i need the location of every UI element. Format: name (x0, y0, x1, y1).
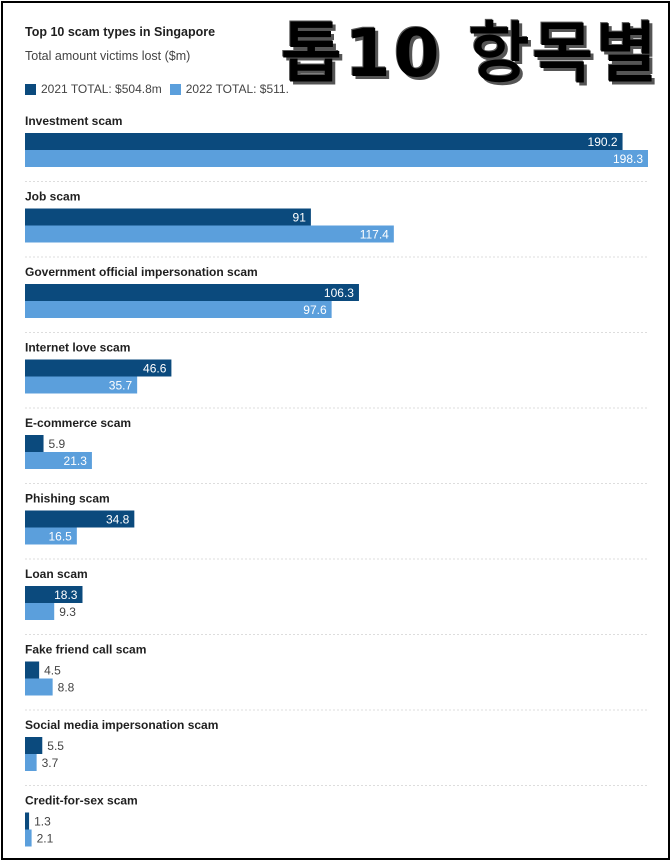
value-label-2021-e-commerce-scam: 5.9 (49, 437, 66, 451)
bar-2021-e-commerce-scam (25, 435, 44, 452)
bar-2021-job-scam (25, 208, 311, 226)
category-label-credit-for-sex-scam: Credit-for-sex scam (25, 794, 138, 808)
bar-2021-phishing-scam (25, 510, 135, 528)
chart-title: Top 10 scam types in Singapore (25, 25, 216, 39)
value-label-2021-government-official-impersonation-scam: 106.3 (324, 286, 354, 300)
legend-label-2021: 2021 TOTAL: $504.8m (41, 82, 162, 96)
bar-2022-loan-scam (25, 603, 55, 620)
legend: 2021 TOTAL: $504.8m 2022 TOTAL: $511. (25, 79, 295, 99)
bar-2021-investment-scam (25, 133, 623, 150)
bar-plot: Investment scam 190.2 198.3 Job scam 91 117.4… (25, 114, 648, 847)
bar-2022-social-media-impersonation-scam (25, 754, 37, 771)
bar-2022-government-official-impersonation-scam (25, 301, 332, 318)
bar-2021-social-media-impersonation-scam (25, 737, 43, 754)
legend-item-2022: 2022 TOTAL: $511. (169, 82, 289, 96)
bar-2022-phishing-scam (25, 527, 77, 545)
value-label-2021-job-scam: 91 (293, 211, 307, 225)
value-label-2022-job-scam: 117.4 (360, 228, 389, 242)
category-label-job-scam: Job scam (25, 190, 80, 204)
value-label-2021-internet-love-scam: 46.6 (143, 362, 167, 376)
bar-2022-e-commerce-scam (25, 452, 92, 469)
category-label-government-official-impersonation-scam: Government official impersonation scam (25, 265, 258, 279)
bar-2022-fake-friend-call-scam (25, 678, 53, 696)
category-label-investment-scam: Investment scam (25, 114, 122, 128)
value-label-2022-fake-friend-call-scam: 8.8 (58, 681, 75, 695)
category-label-loan-scam: Loan scam (25, 567, 88, 581)
bar-2022-credit-for-sex-scam (25, 829, 32, 847)
category-label-fake-friend-call-scam: Fake friend call scam (25, 643, 146, 657)
value-label-2022-investment-scam: 198.3 (613, 152, 643, 166)
value-label-2021-phishing-scam: 34.8 (106, 513, 130, 527)
value-label-2021-credit-for-sex-scam: 1.3 (34, 815, 51, 829)
bar-2021-fake-friend-call-scam (25, 661, 40, 679)
legend-label-2022: 2022 TOTAL: $511. (185, 82, 289, 96)
bar-2022-investment-scam (25, 150, 648, 167)
legend-swatch-2022 (169, 83, 181, 95)
value-label-2022-loan-scam: 9.3 (59, 605, 76, 619)
value-label-2022-government-official-impersonation-scam: 97.6 (303, 303, 327, 317)
bar-2022-internet-love-scam (25, 376, 138, 394)
value-label-2022-e-commerce-scam: 21.3 (64, 454, 88, 468)
value-label-2021-fake-friend-call-scam: 4.5 (44, 664, 61, 678)
value-label-2022-phishing-scam: 16.5 (48, 530, 72, 544)
bar-2021-internet-love-scam (25, 359, 172, 377)
category-label-internet-love-scam: Internet love scam (25, 341, 130, 355)
bar-2021-credit-for-sex-scam (25, 812, 30, 830)
value-label-2022-social-media-impersonation-scam: 3.7 (42, 756, 59, 770)
value-label-2021-loan-scam: 18.3 (54, 588, 78, 602)
category-label-social-media-impersonation-scam: Social media impersonation scam (25, 718, 218, 732)
overlay-title: 톱10 항목별 (281, 15, 660, 92)
value-label-2021-investment-scam: 190.2 (588, 135, 618, 149)
value-label-2022-internet-love-scam: 35.7 (109, 379, 133, 393)
chart-subtitle: Total amount victims lost ($m) (25, 49, 191, 63)
category-label-e-commerce-scam: E-commerce scam (25, 416, 131, 430)
value-label-2021-social-media-impersonation-scam: 5.5 (47, 739, 64, 753)
value-label-2022-credit-for-sex-scam: 2.1 (37, 832, 54, 846)
bar-2021-government-official-impersonation-scam (25, 284, 359, 301)
bar-2022-job-scam (25, 225, 394, 243)
category-label-phishing-scam: Phishing scam (25, 492, 110, 506)
legend-swatch-2021 (25, 83, 36, 95)
legend-item-2021: 2021 TOTAL: $504.8m (25, 82, 162, 96)
bar-2021-loan-scam (25, 586, 83, 603)
